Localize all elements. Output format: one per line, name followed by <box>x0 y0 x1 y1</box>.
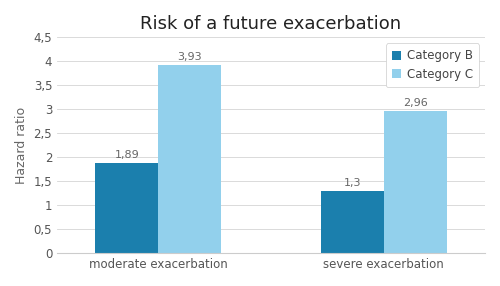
Bar <box>96 162 158 253</box>
Y-axis label: Hazard ratio: Hazard ratio <box>15 107 28 184</box>
Text: 1,3: 1,3 <box>344 178 361 188</box>
Text: 3,93: 3,93 <box>178 52 202 62</box>
Bar <box>384 111 446 253</box>
Bar <box>158 65 222 253</box>
Title: Risk of a future exacerbation: Risk of a future exacerbation <box>140 15 402 33</box>
Bar <box>320 191 384 253</box>
Legend: Category B, Category C: Category B, Category C <box>386 43 479 87</box>
Text: 1,89: 1,89 <box>114 150 139 160</box>
Text: 2,96: 2,96 <box>403 98 427 108</box>
